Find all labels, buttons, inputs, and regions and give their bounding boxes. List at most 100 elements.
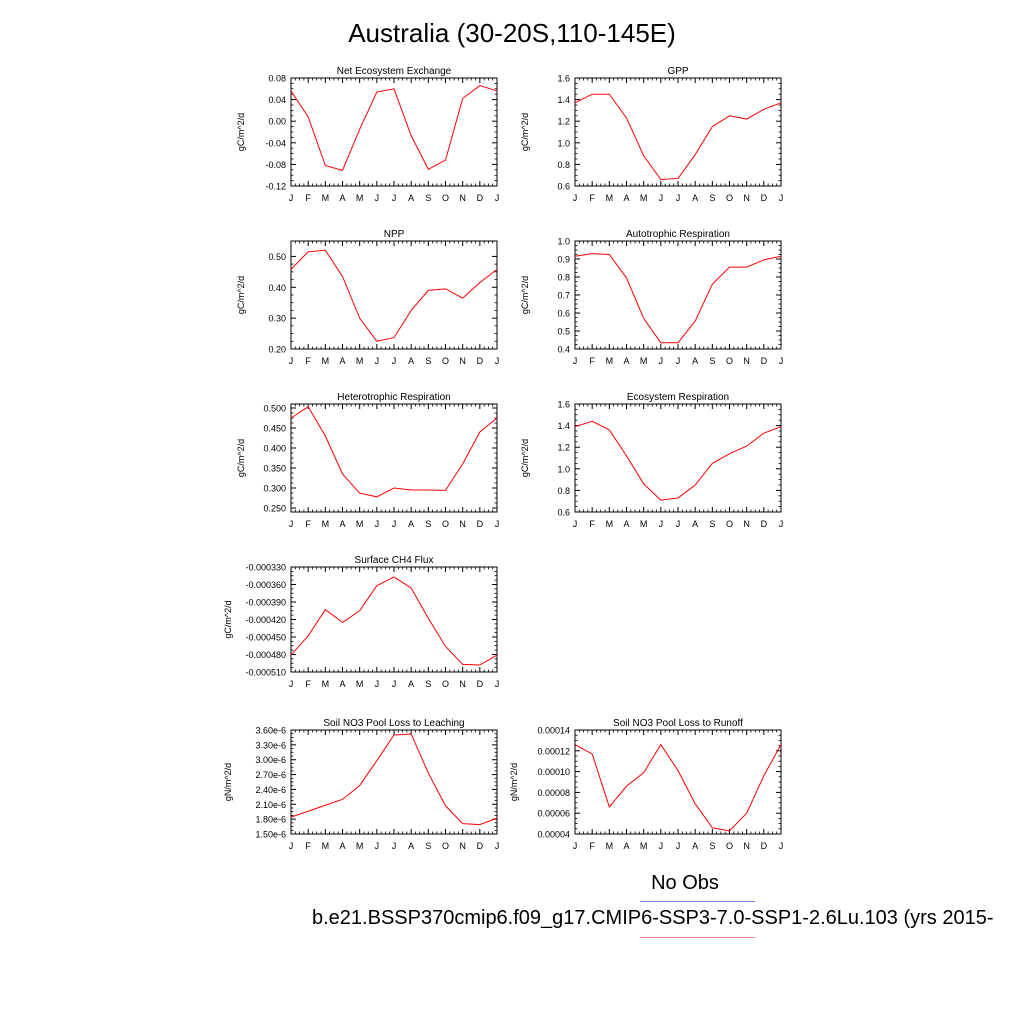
x-tick-label: M [606,519,614,529]
x-tick-label: F [589,519,595,529]
x-tick-label: J [392,841,397,851]
series-line [290,249,498,342]
x-tick-label: D [477,356,484,366]
page-title: Australia (30-20S,110-145E) [348,18,676,48]
x-tick-label: A [408,841,414,851]
x-tick-label: N [743,841,750,851]
x-tick-label: A [623,193,629,203]
x-tick-label: J [375,193,380,203]
x-tick-label: J [676,841,681,851]
x-tick-label: J [375,356,380,366]
x-tick-label: J [676,356,681,366]
y-tick-label: -0.000390 [245,598,286,608]
x-tick-label: F [589,193,595,203]
series-line [290,576,498,666]
x-tick-label: N [459,193,466,203]
x-tick-label: A [339,193,345,203]
y-axis-label: gC/m^2/d [223,600,233,638]
x-tick-label: S [709,841,715,851]
x-tick-label: D [761,356,768,366]
x-tick-label: J [375,679,380,689]
x-tick-label: M [606,356,614,366]
x-tick-label: A [408,356,414,366]
y-tick-label: 0.00012 [537,746,570,756]
x-tick-label: J [659,519,664,529]
x-tick-label: J [659,193,664,203]
chart-title: Net Ecosystem Exchange [337,66,452,77]
x-tick-label: O [726,519,733,529]
y-tick-label: 0.00004 [537,830,570,840]
x-tick-label: O [726,841,733,851]
series-line [574,93,782,181]
x-tick-label: J [676,519,681,529]
chart-title: GPP [667,66,688,77]
y-tick-label: -0.000330 [245,563,286,573]
x-tick-label: O [442,356,449,366]
y-tick-label: 0.6 [557,182,570,192]
legend-obs-line [640,901,755,902]
plot-frame [574,403,782,513]
y-tick-label: 2.70e-6 [255,770,286,780]
y-tick-label: 0.6 [557,309,570,319]
plot-frame [290,566,498,673]
chart-title: NPP [384,229,405,240]
y-tick-label: 0.5 [557,327,570,337]
x-tick-label: J [779,356,784,366]
chart-title: Surface CH4 Flux [355,555,434,566]
x-tick-label: F [589,356,595,366]
x-tick-label: A [692,519,698,529]
y-tick-label: 0.9 [557,255,570,265]
x-tick-label: S [709,519,715,529]
x-tick-label: J [289,193,294,203]
x-tick-label: J [392,519,397,529]
y-tick-label: 1.0 [557,237,570,247]
x-tick-label: M [356,356,364,366]
x-tick-label: M [322,193,330,203]
y-tick-label: 0.08 [268,74,286,84]
x-tick-label: M [322,679,330,689]
y-tick-label: 1.2 [557,443,570,453]
x-tick-label: S [709,193,715,203]
x-tick-label: J [573,841,578,851]
x-tick-label: O [726,193,733,203]
x-tick-label: D [477,679,484,689]
plot-frame [290,729,498,835]
y-tick-label: 1.50e-6 [255,830,286,840]
chart-title: Ecosystem Respiration [627,392,729,403]
y-tick-label: 0.500 [263,404,286,414]
y-tick-label: 0.30 [268,314,286,324]
x-tick-label: N [459,841,466,851]
y-axis-label: gC/m^2/d [520,113,530,151]
y-tick-label: 0.40 [268,283,286,293]
y-axis-label: gC/m^2/d [520,276,530,314]
y-axis-label: gC/m^2/d [236,113,246,151]
x-tick-label: A [692,193,698,203]
plot-frame [574,729,782,835]
x-tick-label: M [356,841,364,851]
x-tick-label: J [659,356,664,366]
series-line [574,253,782,344]
y-axis-label: gN/m^2/d [223,763,233,801]
y-tick-label: 1.0 [557,464,570,474]
x-tick-label: O [442,519,449,529]
x-tick-label: N [459,679,466,689]
x-tick-label: N [743,356,750,366]
y-tick-label: 2.10e-6 [255,800,286,810]
x-tick-label: S [425,356,431,366]
x-tick-label: S [425,679,431,689]
plot-frame [574,240,782,350]
y-tick-label: 0.400 [263,444,286,454]
y-tick-label: 0.250 [263,504,286,514]
y-tick-label: 0.300 [263,484,286,494]
x-tick-label: M [322,356,330,366]
series-line [574,743,782,832]
x-tick-label: M [356,519,364,529]
x-tick-label: M [322,841,330,851]
y-tick-label: 3.60e-6 [255,726,286,736]
x-tick-label: N [459,356,466,366]
x-tick-label: A [623,356,629,366]
